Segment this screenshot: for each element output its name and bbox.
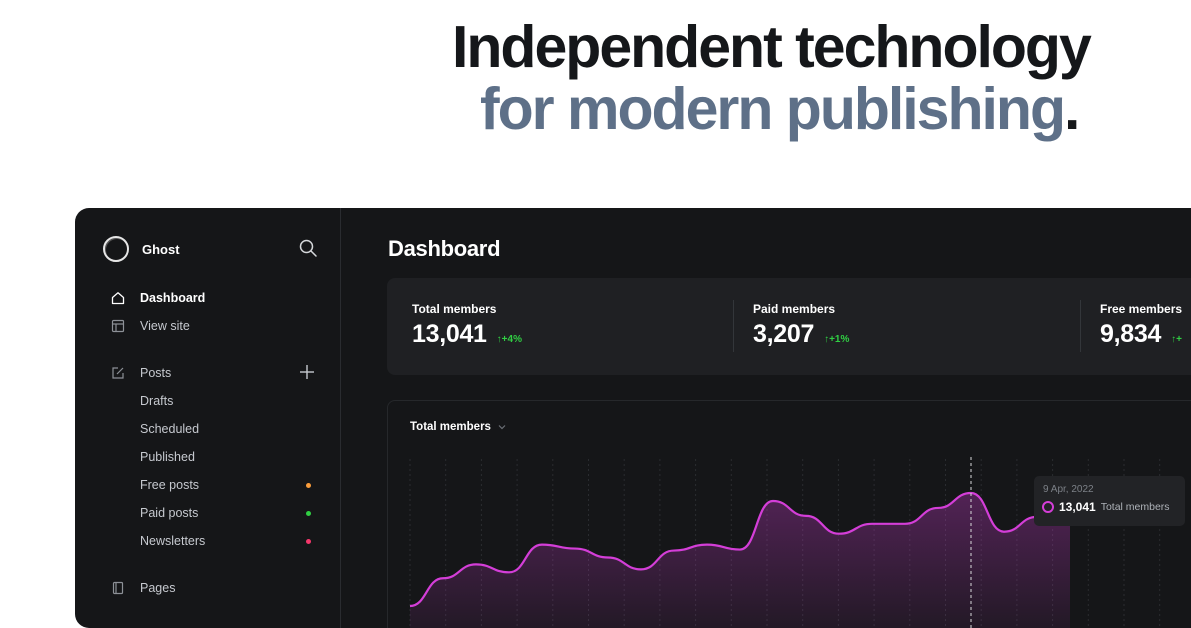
stat-paid-members[interactable]: Paid members 3,207 ↑+1% <box>753 302 849 349</box>
paid-posts-dot <box>306 511 311 516</box>
search-icon[interactable] <box>298 238 318 258</box>
sidebar-subitem-free-posts[interactable]: Free posts <box>140 478 200 492</box>
sidebar-item-posts[interactable]: Posts <box>111 363 171 383</box>
chart-point <box>772 500 774 502</box>
hero-title-line-2: for modern publishing. <box>480 76 1080 142</box>
brand[interactable]: Ghost <box>103 236 180 262</box>
chart-point <box>904 523 906 525</box>
chart-point <box>508 571 510 573</box>
free-posts-dot <box>306 483 311 488</box>
sidebar-subitem-paid-posts[interactable]: Paid posts <box>140 506 199 520</box>
stat-change-value: + <box>1176 334 1182 345</box>
sidebar: Ghost Dashboard View site Posts Drafts S… <box>75 208 341 628</box>
sidebar-subitem-newsletters[interactable]: Newsletters <box>140 534 206 548</box>
chart-point <box>475 563 477 565</box>
stat-change: ↑+ <box>1171 334 1182 345</box>
add-post-icon[interactable] <box>299 364 315 380</box>
arrow-up-icon: ↑ <box>1171 334 1177 345</box>
chart-point <box>937 507 939 509</box>
chart-series-line-total-members <box>409 491 1071 608</box>
chart-point <box>640 568 642 570</box>
sidebar-item-label: View site <box>140 319 190 333</box>
home-icon <box>111 292 125 305</box>
chart-point <box>673 550 675 552</box>
hero-title-period: . <box>1064 76 1080 142</box>
chart-tooltip: 9 Apr, 2022 13,041 Total members <box>1034 476 1185 526</box>
stat-value: 13,041 <box>412 320 487 348</box>
chevron-down-icon <box>498 425 506 430</box>
chart-area-fill <box>410 493 1070 628</box>
divider <box>733 300 734 352</box>
stat-label: Paid members <box>753 302 836 316</box>
hero-title-line-2-text: for modern publishing <box>480 76 1066 142</box>
sidebar-subitem-drafts[interactable]: Drafts <box>140 394 174 408</box>
chart-point <box>838 533 840 535</box>
chart-point <box>739 549 741 551</box>
main-content: Dashboard Total members 13,041 ↑+4% Paid… <box>341 208 1191 628</box>
members-chart-card: Total members 9 Apr, 2022 13,041 Total m… <box>387 400 1191 628</box>
page-title: Dashboard <box>388 236 501 261</box>
stats-panel: Total members 13,041 ↑+4% Paid members 3… <box>387 278 1191 375</box>
chart-point <box>706 544 708 546</box>
arrow-up-icon: ↑ <box>496 334 502 345</box>
sidebar-subitem-published[interactable]: Published <box>140 450 195 464</box>
sidebar-item-pages[interactable]: Pages <box>111 578 175 598</box>
chart-point <box>871 523 873 525</box>
stat-free-members[interactable]: Free members 9,834 ↑+ <box>1100 302 1182 349</box>
chart-point <box>442 577 444 579</box>
sidebar-item-label: Posts <box>140 366 172 380</box>
stat-value: 3,207 <box>753 320 815 348</box>
chart-point <box>607 556 609 558</box>
series-marker-icon <box>1042 501 1054 513</box>
chart-point <box>409 605 411 607</box>
ghost-logo-icon <box>103 236 129 262</box>
stat-change-value: +1% <box>829 334 850 345</box>
tooltip-label: Total members <box>1100 501 1170 513</box>
stat-label: Total members <box>412 302 497 316</box>
brand-name: Ghost <box>142 241 180 257</box>
stat-total-members[interactable]: Total members 13,041 ↑+4% <box>412 302 522 349</box>
chart-point <box>1003 531 1005 533</box>
chart-point <box>574 548 576 550</box>
chart-title: Total members <box>410 421 491 433</box>
page-icon <box>112 581 124 595</box>
stat-change: ↑+1% <box>824 334 849 345</box>
sidebar-subitem-scheduled[interactable]: Scheduled <box>140 422 200 436</box>
chart-point <box>541 544 543 546</box>
newsletters-dot <box>306 539 311 544</box>
sidebar-item-label: Dashboard <box>140 291 206 305</box>
stat-label: Free members <box>1100 302 1183 316</box>
chart-metric-selector[interactable]: Total members <box>410 421 507 433</box>
app-window: Ghost Dashboard View site Posts Drafts S… <box>75 208 1191 628</box>
hero-title-line-1: Independent technology <box>452 14 1092 80</box>
sidebar-item-dashboard[interactable]: Dashboard <box>111 288 205 308</box>
tooltip-date: 9 Apr, 2022 <box>1043 484 1094 495</box>
layout-icon <box>111 319 125 333</box>
edit-icon <box>112 367 124 379</box>
stat-value: 9,834 <box>1100 320 1162 348</box>
sidebar-item-label: Pages <box>140 581 176 595</box>
divider <box>1080 300 1081 352</box>
stat-change-value: +4% <box>501 334 522 345</box>
tooltip-value: 13,041 <box>1059 500 1096 514</box>
arrow-up-icon: ↑ <box>824 334 830 345</box>
chart-point <box>805 515 807 517</box>
stat-change: ↑+4% <box>497 334 522 345</box>
sidebar-item-view-site[interactable]: View site <box>111 316 190 336</box>
